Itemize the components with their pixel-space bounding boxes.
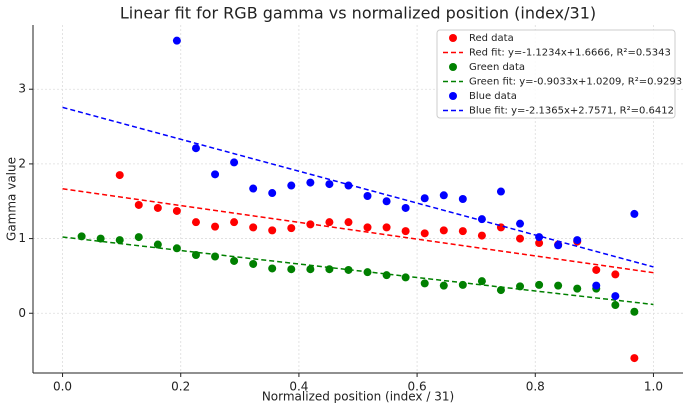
data-point [439,281,448,290]
data-point [287,224,296,233]
data-point [554,241,563,250]
data-point [630,354,639,363]
data-point [363,192,372,201]
x-tick-label: 1.0 [644,380,663,394]
data-point [115,236,124,245]
data-point [172,206,181,215]
data-point [554,281,563,290]
data-point [477,231,486,240]
data-point [325,218,334,227]
data-point [496,187,505,196]
data-point [344,218,353,227]
legend-marker [449,63,457,71]
x-axis-label: Normalized position (index / 31) [262,390,454,404]
data-point [191,144,200,153]
data-point [439,191,448,200]
data-point [630,307,639,316]
data-point [230,158,239,167]
fit-line [62,236,654,306]
data-point [573,236,582,245]
data-point [458,195,467,203]
x-tick-label: 0.6 [408,380,427,394]
data-point [382,271,391,280]
data-point [516,234,525,243]
data-point [611,292,620,301]
data-point [535,280,544,289]
data-point [306,265,315,274]
data-point [477,277,486,286]
data-point [420,194,429,203]
legend-label: Green fit: y=-0.9033x+1.0209, R²=0.9293 [469,77,682,88]
data-point [268,226,277,235]
data-point [249,223,258,232]
y-tick-label: 1 [18,231,26,245]
data-point [249,184,258,193]
data-point [592,281,601,290]
x-tick-label: 0.0 [53,380,72,394]
data-point [115,171,124,180]
data-point [268,189,277,198]
data-point [153,240,162,249]
data-point [363,223,372,232]
data-point [535,239,544,248]
legend-label: Blue fit: y=-2.1365x+2.7571, R²=0.6412 [469,106,674,117]
data-point [630,209,639,218]
y-tick-label: 2 [18,156,26,170]
data-point [420,229,429,238]
legend-label: Blue data [469,91,517,102]
data-point [439,226,448,235]
data-point [287,265,296,274]
legend-marker [449,92,457,100]
data-point [287,181,296,190]
data-point [211,222,220,231]
x-tick-label: 0.4 [289,380,308,394]
data-point [573,284,582,293]
data-point [611,301,620,310]
y-axis-label: Gamma value [5,157,19,241]
y-tick-label: 0 [18,306,26,320]
data-point [592,265,601,274]
fit-line [62,188,654,274]
y-tick-label: 3 [18,82,26,96]
data-point [382,223,391,232]
data-point [230,218,239,227]
data-point [249,259,258,268]
data-point [172,36,181,45]
data-point [325,265,334,274]
legend-label: Green data [469,62,525,73]
data-point [191,218,200,227]
x-tick-label: 0.8 [526,380,545,394]
legend-label: Red fit: y=-1.1234x+1.6666, R²=0.5343 [469,48,671,59]
legend-box [436,29,676,119]
data-point [153,203,162,212]
data-point [306,178,315,187]
data-point [611,270,620,279]
data-point [344,181,353,190]
data-point [401,203,410,212]
chart-title: Linear fit for RGB gamma vs normalized p… [120,4,596,23]
data-point [496,286,505,295]
data-point [268,264,277,273]
data-point [134,233,143,242]
data-point [458,227,467,236]
data-point [420,279,429,288]
fit-line [62,106,654,268]
legend-marker [449,34,457,42]
data-point [230,256,239,265]
data-point [211,170,220,179]
data-point [516,219,525,228]
x-tick-label: 0.2 [171,380,190,394]
data-point [172,244,181,253]
data-point [382,197,391,206]
data-point [401,227,410,236]
data-point [134,200,143,209]
data-point [344,265,353,274]
data-point [325,180,334,189]
legend-label: Red data [469,33,514,44]
data-point [401,273,410,282]
data-point [477,215,486,224]
